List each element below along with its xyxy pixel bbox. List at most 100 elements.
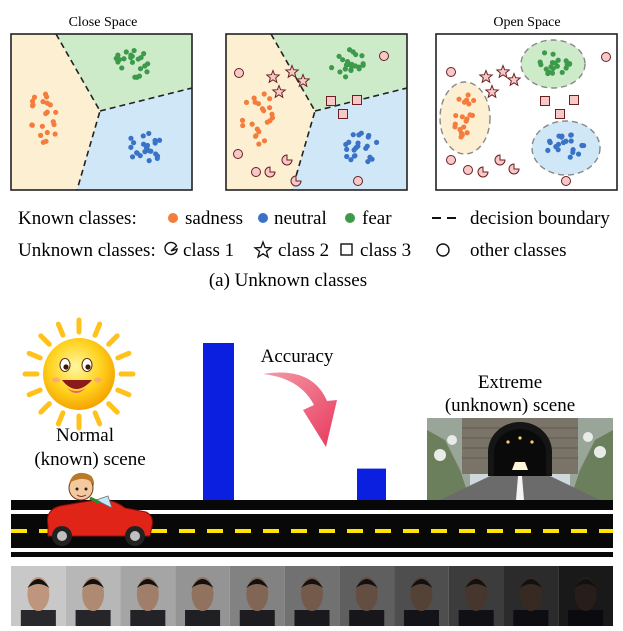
fear-point [563, 58, 569, 64]
neutral-point [568, 132, 574, 138]
extreme-accuracy-bar [357, 468, 386, 500]
normal-accuracy-bar [203, 343, 234, 500]
sun-ray [26, 387, 43, 398]
sun-ray [38, 401, 52, 415]
fear-point [342, 66, 348, 72]
neutral-point [570, 149, 576, 155]
sadness-point [471, 97, 477, 104]
face-head [301, 577, 323, 611]
class2-point [284, 64, 300, 79]
face-head [465, 577, 488, 611]
accuracy-bars [203, 343, 386, 500]
fear-point [548, 64, 554, 70]
other-class-point [601, 52, 611, 62]
neutral-point [140, 133, 146, 139]
sadness-point [52, 131, 58, 137]
face-shirt [185, 610, 221, 626]
face-hair [301, 579, 323, 588]
class3-point [569, 95, 579, 105]
neutral-point [131, 140, 137, 146]
sadness-point [44, 109, 50, 115]
neutral-point [343, 141, 349, 148]
sun-ray [92, 410, 103, 427]
fear-point [545, 70, 551, 77]
sadness-label: sadness [185, 208, 243, 229]
sadness-point [254, 126, 260, 132]
face-shirt [20, 610, 56, 626]
fear-point [559, 69, 565, 76]
neutral-point [363, 145, 369, 151]
normal-scene-label-line1: Normal [56, 425, 114, 446]
fear-point [131, 47, 137, 54]
sadness-point [253, 133, 259, 139]
class3-point [555, 109, 565, 119]
face-image [558, 566, 613, 626]
neutral-point [350, 132, 356, 138]
sadness-point [255, 101, 262, 107]
class2-label: class 2 [278, 240, 329, 261]
neutral-point [545, 147, 551, 153]
neutral-point [153, 151, 159, 157]
sadness-point [464, 116, 470, 122]
face-image [11, 566, 66, 626]
neutral-point [568, 138, 574, 144]
fear-point [344, 59, 351, 65]
face-head [246, 577, 269, 611]
face-shirt [75, 610, 111, 626]
face-image [284, 566, 340, 626]
neutral-point [367, 154, 373, 160]
sun-icon [22, 317, 136, 431]
sun-ray [92, 321, 103, 338]
face-image [120, 566, 176, 626]
face-head [519, 577, 542, 611]
close-space-title: Close Space [69, 15, 138, 30]
other-class-point [353, 176, 363, 186]
fear-point [356, 66, 362, 72]
face-head [27, 577, 50, 611]
other-class-point [463, 165, 473, 175]
face-head [574, 577, 597, 611]
fear-point [336, 53, 342, 59]
class1-point [477, 166, 489, 178]
neutral-point [352, 153, 358, 159]
neutral-point [575, 151, 582, 157]
fear-point [144, 69, 150, 75]
class3-point [352, 95, 362, 105]
open-neutral-boundary [531, 120, 601, 176]
sun-ray [115, 387, 132, 398]
fear-point [549, 59, 556, 66]
fear-point [340, 57, 346, 63]
class2-point [295, 73, 311, 88]
neutral-point [563, 138, 569, 144]
neutral-point [128, 135, 134, 141]
fear-point [129, 59, 136, 65]
neutral-point [146, 158, 152, 164]
sadness-point [239, 117, 246, 123]
fear-point [346, 47, 353, 53]
fear-point [549, 70, 556, 76]
sadness-point [466, 101, 472, 107]
class2-point [265, 69, 281, 84]
face-head [191, 577, 214, 611]
fear-point [132, 74, 138, 80]
neutral-point [128, 144, 134, 150]
sadness-point [240, 122, 246, 129]
fear-point [550, 51, 556, 57]
face-shirt [294, 610, 330, 626]
known-classes-label: Known classes: [18, 208, 137, 229]
sadness-point [459, 114, 465, 120]
face-hair [191, 579, 214, 588]
sadness-point [256, 141, 262, 147]
neutral-point [555, 141, 562, 147]
face-shirt [513, 610, 549, 626]
class2-point [484, 84, 500, 99]
other-class-point [251, 167, 261, 177]
star-icon [253, 240, 273, 259]
neutral-point [156, 137, 163, 143]
class2-point [478, 69, 494, 84]
sadness-point [39, 123, 45, 129]
sadness-point [464, 130, 470, 136]
sadness-point [53, 109, 59, 115]
class1-point [290, 175, 302, 187]
face-hair [574, 579, 597, 588]
